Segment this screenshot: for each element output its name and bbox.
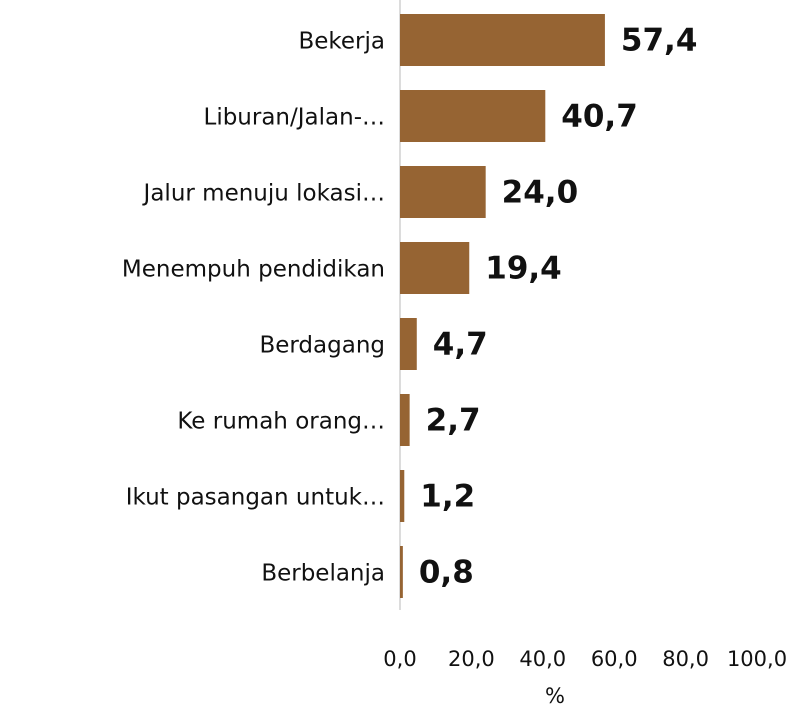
value-label: 19,4: [485, 251, 562, 287]
value-label: 57,4: [621, 23, 698, 59]
x-tick-label: 60,0: [591, 647, 638, 671]
x-tick-label: 80,0: [662, 647, 709, 671]
bar: [400, 470, 405, 522]
x-tick-label: 40,0: [519, 647, 566, 671]
category-label: Berdagang: [259, 333, 385, 359]
value-label: 24,0: [502, 175, 579, 211]
category-label: Jalur menuju lokasi…: [142, 181, 385, 207]
value-label: 0,8: [419, 555, 474, 591]
bar: [400, 318, 417, 370]
category-label: Berbelanja: [261, 561, 385, 587]
category-label: Ikut pasangan untuk…: [126, 485, 385, 511]
category-label: Menempuh pendidikan: [122, 257, 385, 283]
value-label: 1,2: [420, 479, 475, 515]
x-axis-label: %: [545, 684, 565, 708]
category-label: Ke rumah orang…: [177, 409, 385, 435]
x-tick-label: 20,0: [448, 647, 495, 671]
category-label: Bekerja: [298, 29, 385, 55]
value-label: 40,7: [561, 99, 638, 135]
bar: [400, 166, 486, 218]
bar: [400, 90, 546, 142]
bar: [400, 14, 605, 66]
value-label: 2,7: [426, 403, 481, 439]
x-tick-label: 100,0: [727, 647, 787, 671]
bar: [400, 394, 410, 446]
value-label: 4,7: [433, 327, 488, 363]
bar: [400, 242, 470, 294]
bar: [400, 546, 403, 598]
category-label: Liburan/Jalan-…: [204, 105, 386, 131]
x-tick-label: 0,0: [383, 647, 416, 671]
